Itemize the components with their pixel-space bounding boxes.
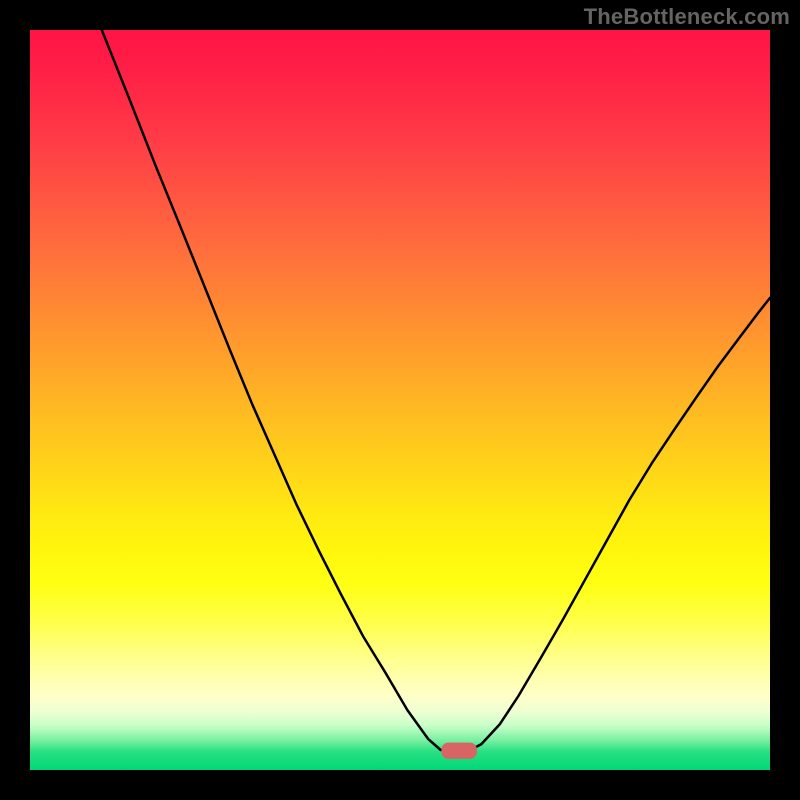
- optimum-marker: [441, 743, 477, 759]
- watermark-text: TheBottleneck.com: [584, 4, 790, 30]
- bottleneck-chart-frame: TheBottleneck.com: [0, 0, 800, 800]
- bottleneck-chart: [0, 0, 800, 800]
- chart-background: [30, 30, 770, 770]
